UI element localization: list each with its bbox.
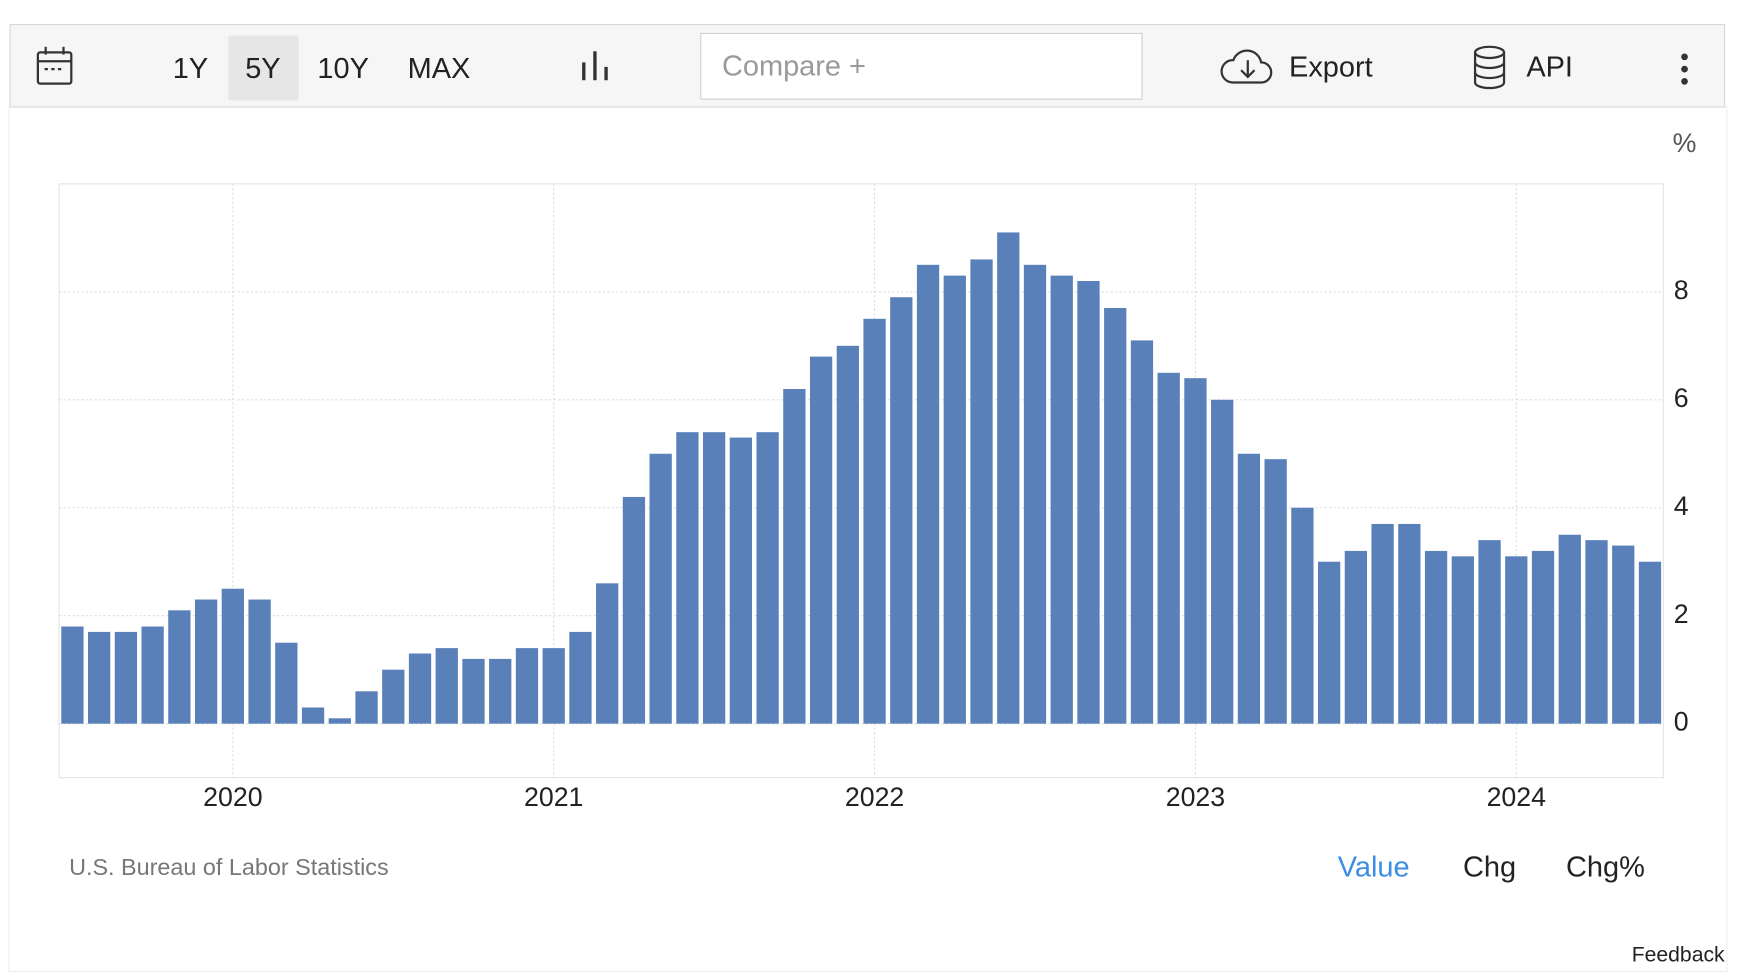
bar xyxy=(489,658,512,724)
plot-area xyxy=(58,183,1664,779)
bar xyxy=(1130,340,1154,724)
bar xyxy=(836,345,859,724)
bar xyxy=(1585,540,1608,724)
bar xyxy=(622,496,646,724)
bar xyxy=(168,610,191,724)
api-button[interactable]: API xyxy=(1526,52,1573,84)
bar xyxy=(916,264,940,724)
bar xyxy=(970,259,993,724)
bar xyxy=(1104,308,1127,724)
bar xyxy=(1612,545,1635,724)
bar xyxy=(1317,561,1341,724)
bar xyxy=(1558,534,1581,724)
bar xyxy=(1077,281,1100,724)
bar xyxy=(221,588,244,724)
bar xyxy=(729,437,753,724)
bar xyxy=(1398,523,1421,724)
view-tab[interactable]: Value xyxy=(1338,852,1410,884)
bar xyxy=(355,691,378,724)
bar xyxy=(569,631,592,724)
bar xyxy=(408,653,432,724)
x-tick-label: 2020 xyxy=(203,782,262,812)
y-tick-label: 4 xyxy=(1674,491,1689,521)
view-tab[interactable]: Chg% xyxy=(1566,852,1645,884)
export-icon[interactable] xyxy=(1220,49,1273,84)
bar xyxy=(676,432,699,724)
range-button[interactable]: MAX xyxy=(408,53,471,85)
range-button[interactable]: 10Y xyxy=(317,53,369,85)
x-tick-label: 2023 xyxy=(1166,782,1225,812)
bar xyxy=(997,232,1020,724)
bar xyxy=(301,707,325,724)
compare-placeholder: Compare + xyxy=(722,51,866,83)
compare-input[interactable] xyxy=(700,32,1143,100)
tabs: Value Chg Chg% xyxy=(1338,852,1645,884)
bar xyxy=(1451,556,1474,724)
bar xyxy=(1291,507,1314,724)
bar xyxy=(141,626,164,724)
bar xyxy=(515,648,539,724)
bar xyxy=(382,669,405,724)
source: U.S. Bureau of Labor Statistics xyxy=(69,854,389,880)
bar xyxy=(783,388,806,724)
bar xyxy=(1371,523,1394,724)
bar xyxy=(1050,275,1073,724)
bar xyxy=(1478,540,1501,724)
bar xyxy=(248,599,271,724)
api-icon[interactable] xyxy=(1473,45,1506,90)
bar xyxy=(435,648,458,724)
bar xyxy=(275,642,298,724)
x-tick-label: 2022 xyxy=(845,782,904,812)
bar xyxy=(863,318,886,724)
bar xyxy=(61,626,84,724)
y-tick-label: 8 xyxy=(1674,275,1689,305)
bar xyxy=(1264,459,1287,724)
more-menu[interactable] xyxy=(1681,53,1688,85)
x-tick-label: 2021 xyxy=(524,782,583,812)
range-highlight xyxy=(228,35,299,101)
y-tick-label: 2 xyxy=(1674,599,1689,629)
bar xyxy=(114,631,138,724)
bar xyxy=(1184,378,1207,724)
bar xyxy=(1157,372,1180,724)
range-button[interactable]: 1Y xyxy=(173,53,208,85)
bar xyxy=(943,275,966,724)
bar xyxy=(702,432,726,724)
bar xyxy=(462,658,485,724)
bar xyxy=(809,356,833,724)
bar xyxy=(596,583,619,724)
x-tick-label: 2024 xyxy=(1487,782,1547,812)
bar xyxy=(1531,550,1555,724)
export-button[interactable]: Export xyxy=(1289,52,1373,84)
unit-label: % xyxy=(1673,128,1697,158)
calendar-icon[interactable] xyxy=(36,46,73,85)
bar xyxy=(1211,399,1234,724)
plot: 0 2 4 6 8 2020 2021 2022 2023 2024 xyxy=(59,183,1689,812)
bar xyxy=(649,453,672,724)
bar xyxy=(1023,264,1047,724)
y-tick-label: 0 xyxy=(1674,707,1689,737)
feedback-link[interactable]: Feedback xyxy=(1632,944,1725,967)
bar xyxy=(1344,550,1368,724)
bar xyxy=(88,631,111,724)
chart-type-icon[interactable] xyxy=(582,51,608,81)
bar xyxy=(1505,556,1528,724)
bar xyxy=(542,648,565,724)
view-tab[interactable]: Chg xyxy=(1463,852,1516,884)
range-button[interactable]: 5Y xyxy=(245,53,280,85)
bar xyxy=(1237,453,1261,724)
bar xyxy=(890,297,913,724)
bar xyxy=(1638,561,1662,724)
y-tick-label: 6 xyxy=(1674,383,1689,413)
bar xyxy=(194,599,218,724)
bar xyxy=(1424,550,1448,724)
bar xyxy=(328,718,351,724)
bar xyxy=(756,432,779,724)
